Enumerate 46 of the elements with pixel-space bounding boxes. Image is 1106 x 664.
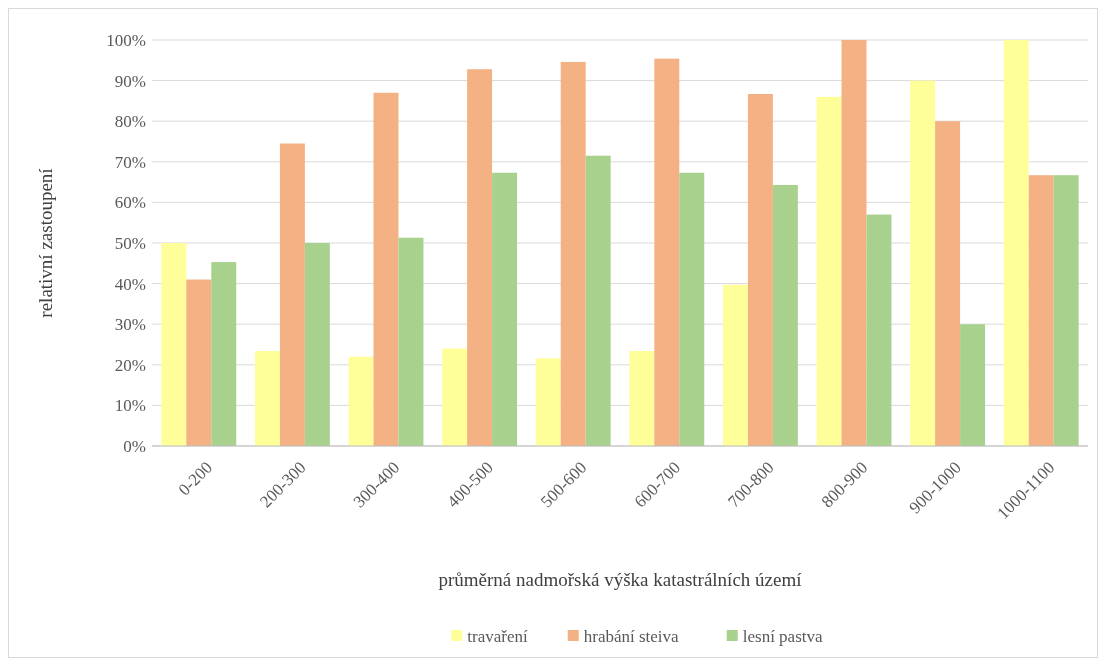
y-tick-label: 50% <box>114 233 146 253</box>
y-tick-label: 60% <box>114 193 146 213</box>
bar <box>1028 175 1054 446</box>
y-tick-label: 30% <box>114 315 146 335</box>
y-tick-label: 40% <box>114 274 146 294</box>
bar <box>679 172 705 446</box>
bar <box>211 262 237 446</box>
bar <box>585 155 611 446</box>
bar <box>254 351 280 446</box>
bar <box>772 184 798 446</box>
legend-label: travaření <box>467 626 528 646</box>
bar <box>442 348 468 446</box>
y-tick-label: 80% <box>114 112 146 132</box>
bar <box>910 80 936 446</box>
y-tick-label: 90% <box>114 71 146 91</box>
bar <box>348 356 374 446</box>
bar <box>279 143 305 446</box>
bar <box>654 58 680 446</box>
bar <box>535 358 561 446</box>
y-tick-label: 100% <box>106 30 146 50</box>
y-tick-label: 10% <box>114 396 146 416</box>
bar <box>373 92 399 446</box>
bar <box>1003 40 1029 446</box>
bar <box>722 284 748 446</box>
legend-label: lesní pastva <box>742 626 823 646</box>
bar <box>747 94 773 446</box>
y-axis-title: relativní zastoupení <box>35 167 56 318</box>
bar <box>492 172 518 446</box>
bar <box>960 324 986 446</box>
x-axis-title: průměrná nadmořská výška katastrálních území <box>438 569 803 590</box>
bar <box>467 69 493 446</box>
bar <box>186 279 212 446</box>
y-tick-label: 20% <box>114 355 146 375</box>
y-tick-label: 0% <box>123 436 146 456</box>
bar <box>304 243 330 446</box>
bar <box>866 214 892 446</box>
y-tick-label: 70% <box>114 152 146 172</box>
bar <box>1053 175 1079 446</box>
bar <box>816 96 842 446</box>
legend-label: hrabání steiva <box>583 626 680 646</box>
bar <box>629 351 655 446</box>
bar <box>841 40 867 446</box>
bar <box>398 237 424 446</box>
bar <box>935 121 961 446</box>
bar <box>161 243 187 446</box>
bar <box>560 61 586 446</box>
